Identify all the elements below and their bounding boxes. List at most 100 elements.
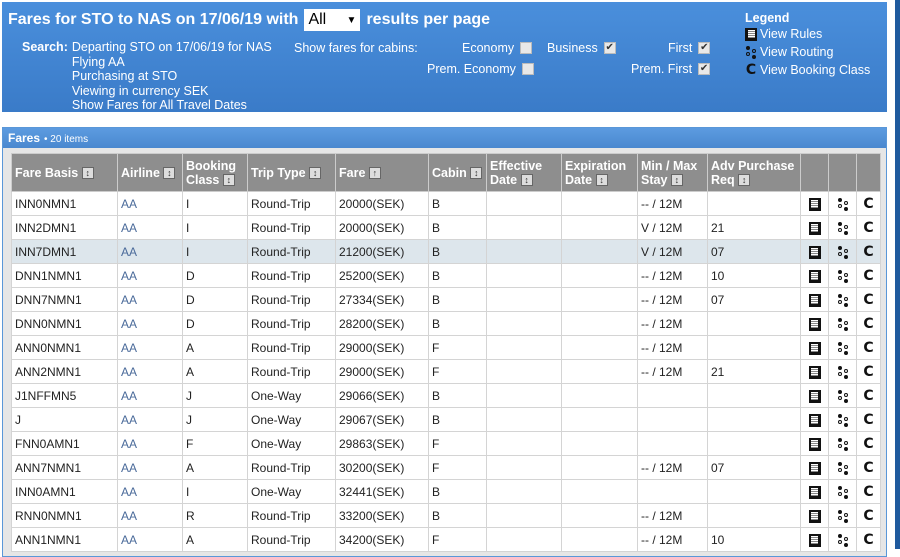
view-rules-button[interactable] [800,215,829,240]
sort-icon[interactable]: ↕ [470,167,483,180]
table-row[interactable]: INN0AMN1 AA I One-Way 32441(SEK) B C [11,479,881,504]
sort-ascending-icon[interactable]: ↑ [368,167,381,180]
view-routing-button[interactable] [828,527,857,552]
view-rules-button[interactable] [800,263,829,288]
cabin-checkbox[interactable]: ✔ [698,42,711,54]
view-routing-button[interactable] [828,503,857,528]
cell-airline[interactable]: AA [117,527,183,552]
view-routing-button[interactable] [828,191,857,216]
cell-airline[interactable]: AA [117,455,183,480]
view-routing-button[interactable] [828,407,857,432]
sort-icon[interactable]: ↕ [309,167,322,180]
view-booking-class-button[interactable]: C [856,239,881,264]
cell-airline[interactable]: AA [117,431,183,456]
view-rules-button[interactable] [800,479,829,504]
cell-airline[interactable]: AA [117,311,183,336]
table-row[interactable]: DNN7NMN1 AA D Round-Trip 27334(SEK) B -- / 12M… [11,287,881,312]
cell-airline[interactable]: AA [117,383,183,408]
view-booking-class-button[interactable]: C [856,335,881,360]
view-routing-button[interactable] [828,479,857,504]
view-rules-button[interactable] [800,311,829,336]
results-per-page-select[interactable]: All ▼ [304,9,361,31]
view-routing-button[interactable] [828,311,857,336]
cabin-checkbox[interactable]: ✔ [698,63,711,75]
view-routing-button[interactable] [828,239,857,264]
cell-airline[interactable]: AA [117,407,183,432]
view-rules-button[interactable] [800,503,829,528]
column-header[interactable]: Fare ↑ [335,153,429,192]
table-row[interactable]: INN0NMN1 AA I Round-Trip 20000(SEK) B -- / 12M… [11,191,881,216]
cell-airline[interactable]: AA [117,359,183,384]
sort-icon[interactable]: ↕ [670,174,683,187]
view-booking-class-button[interactable]: C [856,287,881,312]
view-rules-button[interactable] [800,431,829,456]
sort-icon[interactable]: ↕ [222,174,235,187]
table-row[interactable]: RNN0NMN1 AA R Round-Trip 33200(SEK) B -- / 12M… [11,503,881,528]
view-booking-class-button[interactable]: C [856,407,881,432]
table-row[interactable]: ANN2NMN1 AA A Round-Trip 29000(SEK) F -- / 12M… [11,359,881,384]
view-rules-button[interactable] [800,455,829,480]
table-row[interactable]: ANN0NMN1 AA A Round-Trip 29000(SEK) F -- / 12M… [11,335,881,360]
view-routing-button[interactable] [828,263,857,288]
column-header[interactable]: Min / Max Stay ↕ [637,153,708,192]
cabin-checkbox[interactable] [521,63,534,75]
table-row[interactable]: DNN1NMN1 AA D Round-Trip 25200(SEK) B -- / 12M… [11,263,881,288]
table-row[interactable]: J1NFFMN5 AA J One-Way 29066(SEK) B C [11,383,881,408]
cell-airline[interactable]: AA [117,215,183,240]
table-row[interactable]: INN7DMN1 AA I Round-Trip 21200(SEK) B V / 12M 0… [11,239,881,264]
view-rules-button[interactable] [800,335,829,360]
view-booking-class-button[interactable]: C [856,191,881,216]
column-header[interactable]: Expiration Date ↕ [561,153,638,192]
sort-icon[interactable]: ↕ [81,167,94,180]
view-booking-class-button[interactable]: C [856,527,881,552]
view-booking-class-button[interactable]: C [856,263,881,288]
cell-airline[interactable]: AA [117,239,183,264]
sort-icon[interactable]: ↕ [520,174,533,187]
view-booking-class-button[interactable]: C [856,215,881,240]
column-header[interactable]: Effective Date ↕ [486,153,562,192]
view-rules-button[interactable] [800,287,829,312]
column-header[interactable]: Trip Type ↕ [247,153,336,192]
cell-airline[interactable]: AA [117,479,183,504]
table-row[interactable]: J AA J One-Way 29067(SEK) B C [11,407,881,432]
view-booking-class-button[interactable]: C [856,503,881,528]
view-routing-button[interactable] [828,359,857,384]
column-header[interactable]: Booking Class ↕ [182,153,248,192]
view-routing-button[interactable] [828,431,857,456]
view-rules-button[interactable] [800,359,829,384]
view-rules-button[interactable] [800,527,829,552]
view-rules-button[interactable] [800,191,829,216]
table-row[interactable]: ANN7NMN1 AA A Round-Trip 30200(SEK) F -- / 12M… [11,455,881,480]
view-booking-class-button[interactable]: C [856,383,881,408]
view-routing-button[interactable] [828,383,857,408]
view-booking-class-button[interactable]: C [856,311,881,336]
sort-icon[interactable]: ↕ [163,167,176,180]
column-header[interactable]: Adv Purchase Req ↕ [707,153,801,192]
cell-airline[interactable]: AA [117,191,183,216]
table-row[interactable]: INN2DMN1 AA I Round-Trip 20000(SEK) B V / 12M 2… [11,215,881,240]
cell-airline[interactable]: AA [117,503,183,528]
sort-icon[interactable]: ↕ [595,174,608,187]
table-row[interactable]: ANN1NMN1 AA A Round-Trip 34200(SEK) F -- / 12M… [11,527,881,552]
column-header[interactable]: Cabin ↕ [428,153,487,192]
cell-airline[interactable]: AA [117,263,183,288]
cabin-checkbox[interactable]: ✔ [603,42,616,54]
view-booking-class-button[interactable]: C [856,455,881,480]
view-rules-button[interactable] [800,407,829,432]
cell-airline[interactable]: AA [117,335,183,360]
column-header[interactable]: Fare Basis ↕ [11,153,118,192]
view-rules-button[interactable] [800,239,829,264]
table-row[interactable]: FNN0AMN1 AA F One-Way 29863(SEK) F C [11,431,881,456]
view-booking-class-button[interactable]: C [856,479,881,504]
cell-airline[interactable]: AA [117,287,183,312]
view-booking-class-button[interactable]: C [856,359,881,384]
view-booking-class-button[interactable]: C [856,431,881,456]
view-routing-button[interactable] [828,215,857,240]
view-rules-button[interactable] [800,383,829,408]
table-row[interactable]: DNN0NMN1 AA D Round-Trip 28200(SEK) B -- / 12M… [11,311,881,336]
column-header[interactable]: Airline ↕ [117,153,183,192]
view-routing-button[interactable] [828,335,857,360]
sort-icon[interactable]: ↕ [738,174,751,187]
cabin-checkbox[interactable] [520,42,533,54]
view-routing-button[interactable] [828,455,857,480]
